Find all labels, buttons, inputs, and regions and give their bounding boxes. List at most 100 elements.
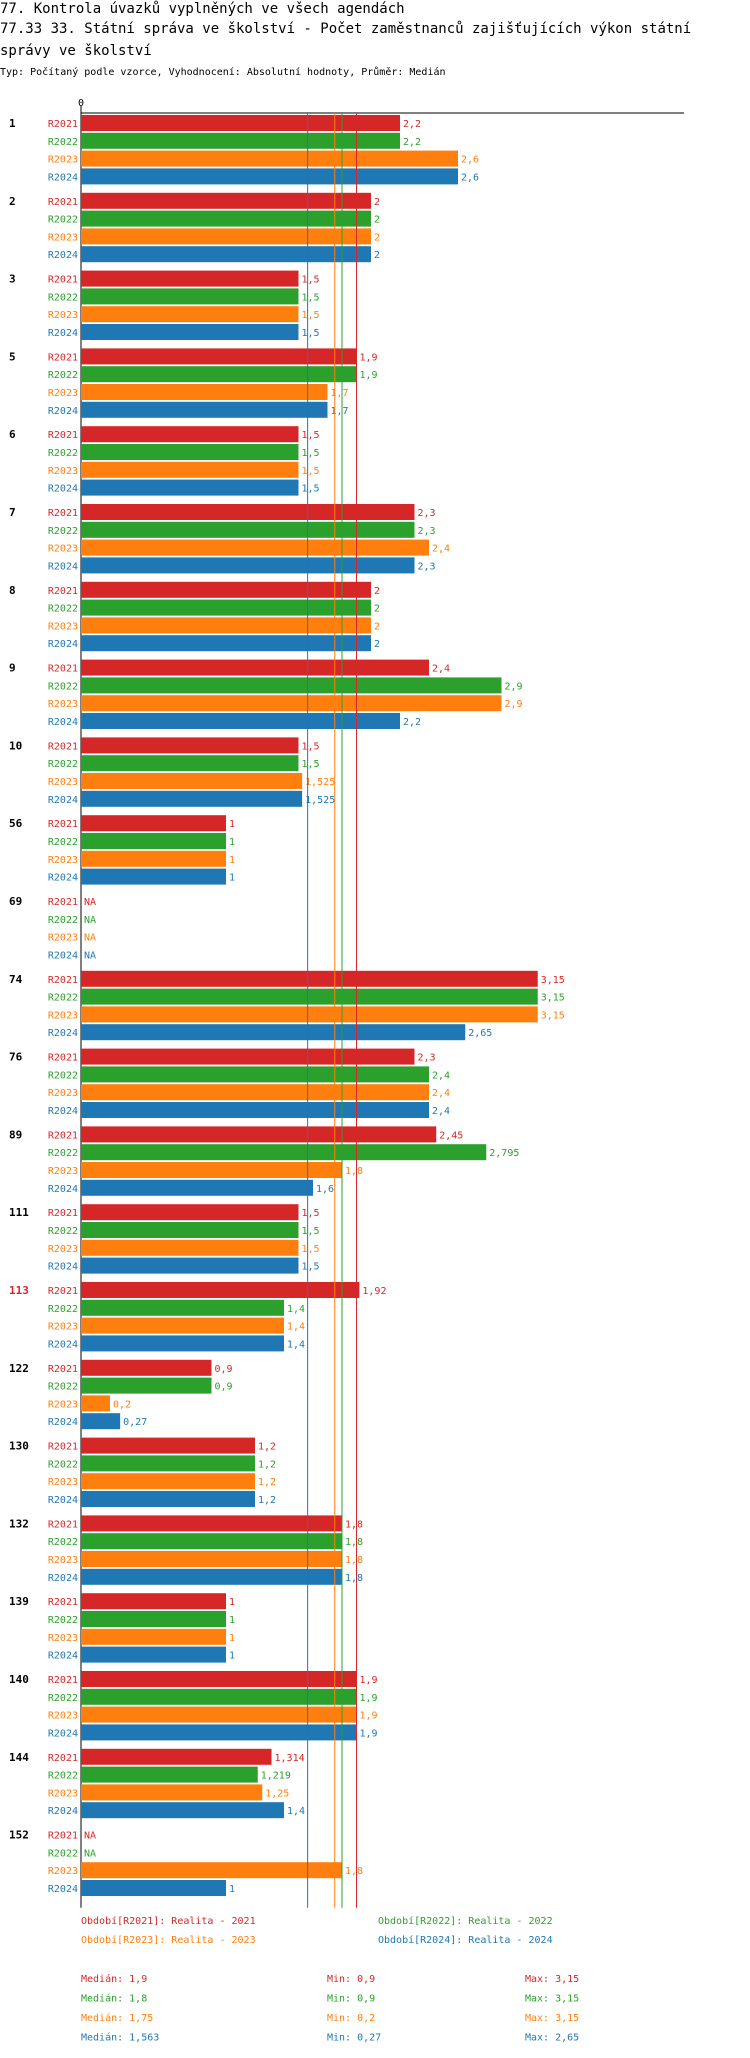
group-label-76: 76 [9,1051,23,1064]
series-label-r2023: R2023 [48,1711,78,1722]
bar-10-r2022 [81,755,299,772]
group-label-122: 122 [9,1362,29,1375]
bar-9-r2024 [81,713,400,729]
data-label-56-r2021: 1 [229,819,235,830]
bar-3-r2021 [81,270,299,287]
data-label-7-r2022: 2,3 [418,526,436,537]
bar-3-r2022 [81,288,299,305]
data-label-69-r2022: NA [84,915,96,926]
bar-10-r2023 [81,773,303,789]
data-label-2-r2024: 2 [374,250,380,261]
data-label-56-r2023: 1 [229,855,235,866]
data-label-139-r2023: 1 [229,1633,235,1644]
data-label-69-r2021: NA [84,897,96,908]
series-label-r2021: R2021 [48,508,78,519]
series-label-r2023: R2023 [48,1244,78,1255]
series-label-r2024: R2024 [48,1184,78,1195]
series-label-r2022: R2022 [48,1148,78,1159]
bar-76-r2022 [81,1066,429,1083]
series-label-r2021: R2021 [48,275,78,286]
stat-median-r2022: Medián: 1,8 [81,1993,147,2005]
data-label-130-r2024: 1,2 [258,1495,276,1506]
bar-56-r2021 [81,815,226,832]
series-label-r2023: R2023 [48,544,78,555]
data-label-10-r2024: 1,525 [305,795,335,806]
group-label-144: 144 [9,1751,29,1764]
data-label-144-r2021: 1,314 [275,1753,305,1764]
data-label-7-r2023: 2,4 [432,544,450,555]
series-label-r2023: R2023 [48,1633,78,1644]
bar-5-r2023 [81,384,328,400]
series-label-r2024: R2024 [48,873,78,884]
bar-144-r2023 [81,1784,263,1801]
bar-9-r2022 [81,677,502,694]
series-label-r2021: R2021 [48,1519,78,1530]
series-label-r2021: R2021 [48,197,78,208]
stat-max-r2021: Max: 3,15 [525,1974,579,1985]
series-label-r2022: R2022 [48,1382,78,1393]
series-label-r2022: R2022 [48,1693,78,1704]
bar-1-r2021 [81,115,400,131]
series-label-r2024: R2024 [48,406,78,417]
group-label-89: 89 [9,1128,22,1141]
series-label-r2021: R2021 [48,1053,78,1064]
bar-139-r2022 [81,1611,226,1627]
series-label-r2022: R2022 [48,526,78,537]
data-label-10-r2023: 1,525 [305,777,335,788]
data-label-76-r2022: 2,4 [432,1070,450,1081]
bar-89-r2022 [81,1144,487,1161]
series-label-r2024: R2024 [48,1573,78,1584]
data-label-8-r2023: 2 [374,621,380,632]
data-label-69-r2023: NA [84,933,96,944]
bar-2-r2022 [81,210,371,227]
series-label-r2021: R2021 [48,586,78,597]
bar-76-r2023 [81,1084,429,1101]
bar-56-r2024 [81,868,226,885]
bar-3-r2024 [81,324,299,340]
group-label-8: 8 [9,584,16,597]
group-label-111: 111 [9,1206,29,1219]
data-label-10-r2021: 1,5 [302,741,320,752]
data-label-152-r2024: 1 [229,1884,235,1895]
data-label-111-r2023: 1,5 [302,1244,320,1255]
data-label-3-r2023: 1,5 [302,310,320,321]
group-label-3: 3 [9,273,16,286]
series-label-r2024: R2024 [48,1106,78,1117]
data-label-152-r2023: 1,8 [345,1866,363,1877]
series-label-r2022: R2022 [48,604,78,615]
group-label-1: 1 [9,117,16,130]
data-label-8-r2021: 2 [374,586,380,597]
data-label-9-r2022: 2,9 [505,681,523,692]
bar-8-r2023 [81,617,371,634]
bar-89-r2023 [81,1162,342,1178]
data-label-10-r2022: 1,5 [302,759,320,770]
bar-130-r2022 [81,1455,255,1472]
data-label-6-r2024: 1,5 [302,484,320,495]
group-label-152: 152 [9,1829,29,1842]
bar-5-r2024 [81,401,328,418]
data-label-152-r2022: NA [84,1848,96,1859]
stat-median-r2024: Medián: 1,563 [81,2032,159,2044]
data-label-5-r2023: 1,7 [331,388,349,399]
series-label-r2022: R2022 [48,915,78,926]
bar-89-r2021 [81,1126,437,1143]
bar-113-r2022 [81,1299,284,1316]
group-label-10: 10 [9,739,22,752]
series-label-r2022: R2022 [48,993,78,1004]
data-label-2-r2021: 2 [374,197,380,208]
legend-item-r2024: Období[R2024]: Realita - 2024 [378,1934,553,1946]
series-label-r2022: R2022 [48,370,78,381]
bar-74-r2021 [81,970,538,987]
series-label-r2021: R2021 [48,1364,78,1375]
series-label-r2021: R2021 [48,352,78,363]
data-label-111-r2024: 1,5 [302,1262,320,1273]
data-label-69-r2024: NA [84,950,96,961]
data-label-74-r2024: 2,65 [468,1028,492,1039]
bar-9-r2023 [81,695,502,712]
series-label-r2023: R2023 [48,777,78,788]
group-label-69: 69 [9,895,22,908]
data-label-140-r2021: 1,9 [360,1675,378,1686]
data-label-113-r2023: 1,4 [287,1322,305,1333]
series-label-r2022: R2022 [48,759,78,770]
